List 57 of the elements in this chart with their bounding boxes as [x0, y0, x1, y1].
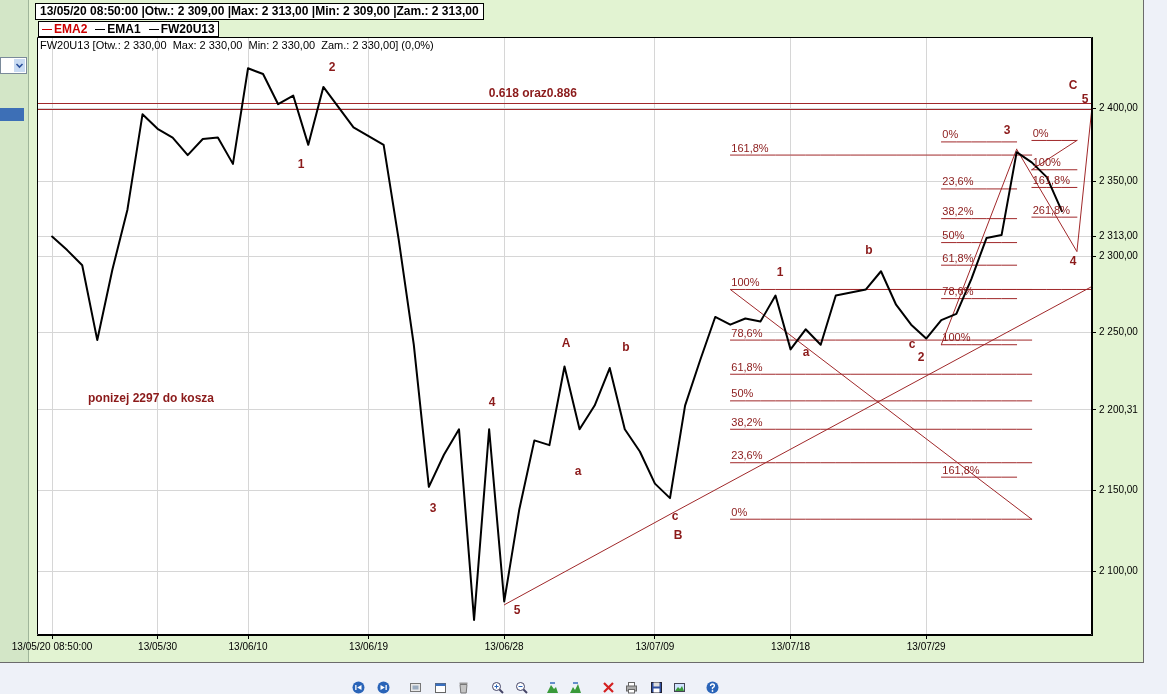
annotation: 0%: [1032, 126, 1049, 139]
x-tick-label: 13/07/29: [906, 640, 947, 652]
x-tick-label: 13/05/20 08:50:00: [11, 640, 93, 652]
annotation: 161,8%: [731, 141, 769, 154]
annotation: 5: [513, 603, 521, 618]
legend-label: EMA2: [54, 22, 88, 36]
annotation: 38,2%: [942, 205, 974, 218]
annotation: 0%: [942, 128, 959, 141]
annotation: A: [561, 336, 571, 351]
annotation: c: [908, 337, 916, 352]
annotation: 50%: [942, 229, 965, 242]
annotation: 2: [328, 60, 336, 75]
annotation: 38,2%: [731, 415, 763, 428]
annotation: b: [622, 340, 630, 355]
x-tick-label: 13/07/09: [635, 640, 675, 652]
annotation: b: [865, 243, 873, 258]
y-tick-label: 2 100,00: [1099, 565, 1139, 577]
annotation: 1: [297, 157, 305, 172]
annotation: 100%: [731, 276, 760, 288]
annotation: 78,6%: [731, 326, 763, 339]
annotation: c: [671, 509, 679, 524]
ref-line-label: 0.618 oraz0.886: [488, 86, 578, 101]
annotation: 3: [1003, 123, 1011, 138]
annotation: C: [1068, 78, 1078, 93]
annotation: 3: [429, 501, 437, 516]
legend-label: FW20U13: [160, 22, 215, 36]
x-tick-label: 13/06/10: [228, 640, 268, 652]
annotation: 5: [1081, 92, 1089, 107]
annotation: 61,8%: [942, 251, 974, 264]
y-tick-label: 2 150,00: [1099, 483, 1139, 495]
annotation: 23,6%: [942, 175, 974, 188]
annotation: a: [802, 345, 810, 360]
x-tick-label: 13/05/30: [138, 640, 178, 652]
x-tick-label: 13/06/19: [349, 640, 389, 652]
annotation: 23,6%: [731, 449, 763, 462]
legend-label: EMA1: [107, 22, 141, 36]
y-tick-label: 2 300,00: [1099, 249, 1139, 261]
annotation: 2: [917, 350, 925, 365]
annotation: 61,8%: [731, 360, 763, 373]
x-tick-label: 13/07/18: [771, 640, 811, 652]
annotation: B: [673, 528, 683, 543]
y-tick-label: 2 250,00: [1099, 326, 1139, 338]
annotation: 4: [1069, 254, 1077, 269]
annotation: 100%: [942, 331, 971, 344]
y-tick-label: 2 200,31: [1099, 403, 1139, 415]
y-tick-label: 2 400,00: [1099, 102, 1139, 114]
x-tick-label: 13/06/28: [484, 640, 525, 652]
annotation: 0%: [731, 505, 748, 518]
y-tick-label: 2 350,00: [1099, 175, 1139, 187]
annotation: ponizej 2297 do kosza: [88, 391, 215, 406]
chart-title: 13/05/20 08:50:00 |Otw.: 2 309,00 |Max: 2 313,00 |Min: 2 309,00 |Zam.: 2 313,00: [35, 3, 484, 20]
y-tick-label: 2 313,00: [1099, 230, 1139, 242]
chart-subtitle: FW20U13 [Otw.: 2 330,00 Max: 2 330,00 Min: 2 330,00 Zam.: 2 330,00] (0,0%): [40, 38, 434, 51]
annotation: 50%: [731, 387, 754, 400]
annotation: 1: [776, 265, 784, 280]
annotation: a: [574, 464, 582, 479]
annotation: 4: [488, 395, 496, 410]
